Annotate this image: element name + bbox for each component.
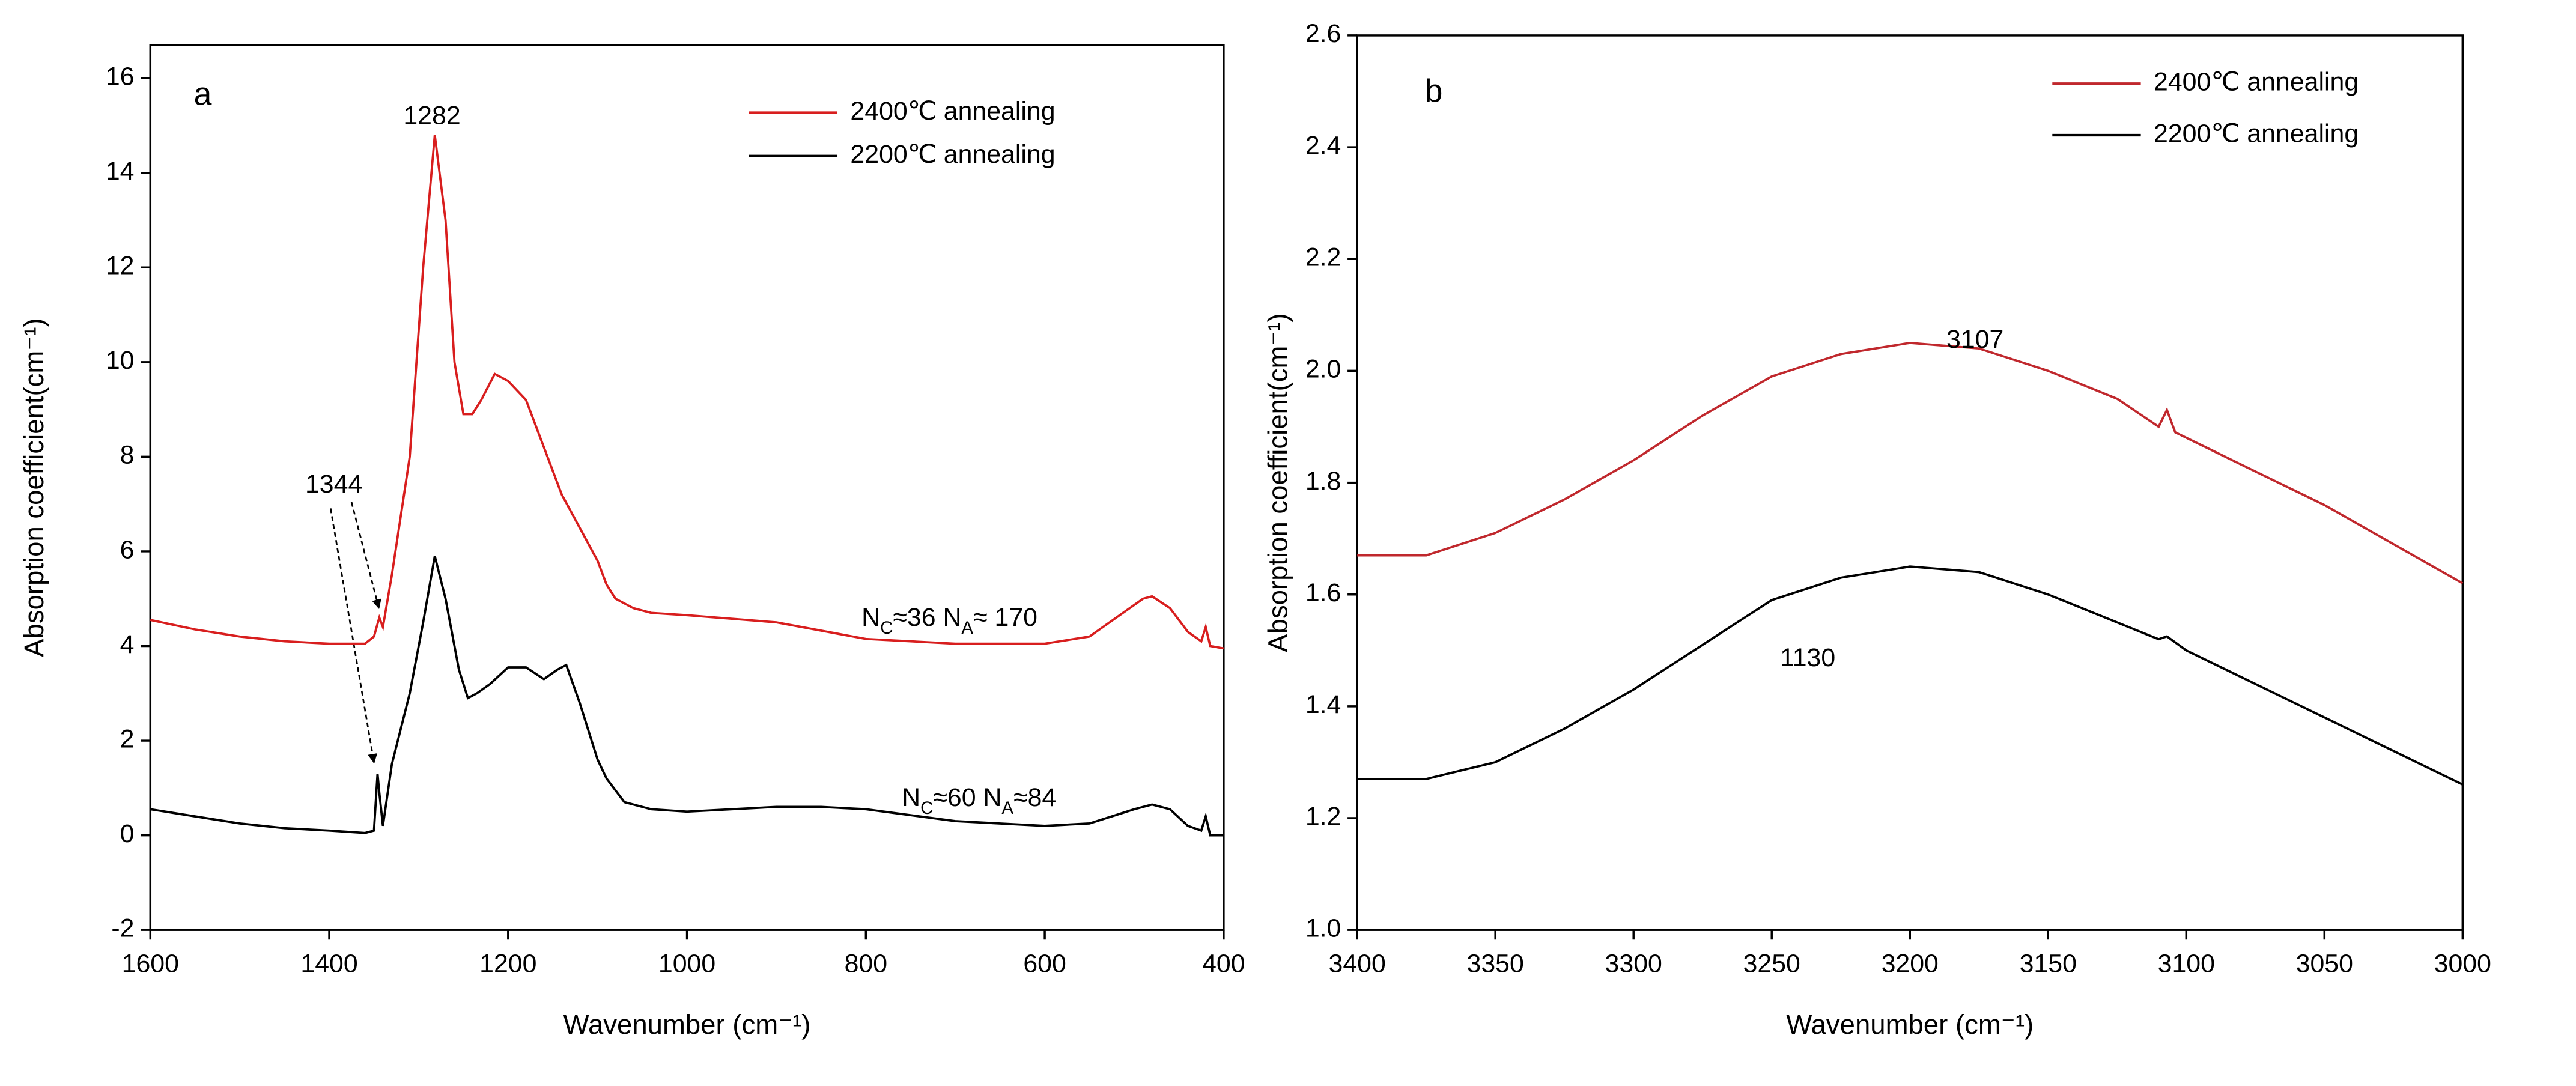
- y-tick-label: 6: [120, 535, 135, 564]
- y-tick-label: 0: [120, 819, 135, 848]
- y-tick-label: 1.0: [1305, 914, 1341, 942]
- y-axis-label: Absorption coefficient(cm⁻¹): [19, 318, 49, 657]
- arrow: [329, 508, 378, 764]
- plot-frame: [1356, 34, 2464, 931]
- x-tick-label: 1200: [479, 949, 536, 978]
- annotation: 1344: [305, 470, 362, 499]
- annotation: a: [194, 77, 212, 112]
- line-series: [1357, 565, 2464, 786]
- y-axis-label: Absorption coefficient(cm⁻¹): [1263, 313, 1293, 652]
- annotation-part: ≈60 N: [933, 784, 1001, 813]
- x-tick-label: 3000: [2434, 949, 2491, 978]
- annotation: 1282: [403, 102, 460, 130]
- x-tick-label: 600: [1023, 949, 1066, 978]
- x-tick-label: 3250: [1743, 949, 1800, 978]
- y-tick-label: 4: [120, 630, 135, 659]
- x-tick-label: 3300: [1605, 949, 1662, 978]
- annotation-part: a: [194, 77, 212, 112]
- x-tick-label: 3100: [2158, 949, 2215, 978]
- arrow: [350, 502, 381, 610]
- x-tick-label: 1400: [300, 949, 357, 978]
- x-tick-label: 3150: [2020, 949, 2077, 978]
- annotation: 3107: [1946, 325, 2003, 354]
- legend-label: 2200℃ annealing: [2154, 119, 2359, 148]
- annotation: NC≈36 NA≈ 170: [861, 604, 1037, 639]
- y-tick-label: 8: [120, 441, 135, 470]
- y-tick-label: 2.2: [1305, 243, 1341, 272]
- annotation-part: A: [1001, 799, 1013, 819]
- y-tick-label: 2: [120, 724, 135, 753]
- y-tick-label: -2: [111, 914, 134, 942]
- annotation-part: N: [902, 784, 920, 813]
- x-tick-label: 3050: [2296, 949, 2353, 978]
- annotation-part: ≈ 170: [973, 604, 1037, 632]
- annotation-part: 3107: [1946, 325, 2003, 354]
- annotation: 1130: [1780, 644, 1835, 673]
- legend-label: 2200℃ annealing: [850, 140, 1055, 169]
- y-tick-label: 16: [106, 62, 135, 91]
- x-axis-label: Wavenumber (cm⁻¹): [1786, 1009, 2034, 1040]
- y-tick-label: 1.2: [1305, 802, 1341, 831]
- x-tick-label: 1600: [122, 949, 179, 978]
- annotation-part: N: [861, 604, 880, 632]
- y-tick-label: 2.0: [1305, 355, 1341, 384]
- annotation-part: C: [920, 799, 933, 819]
- legend-label: 2400℃ annealing: [2154, 68, 2359, 97]
- line-series: [150, 556, 1224, 837]
- x-axis-label: Wavenumber (cm⁻¹): [564, 1009, 811, 1040]
- annotation-part: A: [961, 619, 973, 639]
- annotation: b: [1425, 74, 1443, 109]
- annotation-part: 1130: [1780, 644, 1835, 673]
- annotation-part: ≈36 N: [893, 604, 961, 632]
- x-tick-label: 3350: [1467, 949, 1524, 978]
- y-tick-label: 1.6: [1305, 578, 1341, 607]
- annotation-part: 1282: [403, 102, 460, 130]
- x-tick-label: 3200: [1882, 949, 1939, 978]
- x-tick-label: 400: [1202, 949, 1245, 978]
- annotation-part: C: [880, 619, 893, 639]
- annotation-part: ≈84: [1013, 784, 1056, 813]
- x-tick-label: 1000: [658, 949, 715, 978]
- annotation: NC≈60 NA≈84: [902, 784, 1056, 819]
- y-tick-label: 10: [106, 346, 135, 375]
- line-series: [1357, 341, 2464, 584]
- x-tick-label: 800: [845, 949, 887, 978]
- y-tick-label: 2.6: [1305, 19, 1341, 48]
- x-tick-label: 3400: [1329, 949, 1386, 978]
- line-series: [150, 135, 1224, 650]
- legend-label: 2400℃ annealing: [850, 97, 1055, 126]
- y-tick-label: 12: [106, 252, 135, 281]
- annotation-part: b: [1425, 74, 1443, 109]
- annotation-part: 1344: [305, 470, 362, 499]
- y-tick-label: 2.4: [1305, 131, 1341, 160]
- y-tick-label: 14: [106, 157, 135, 186]
- y-tick-label: 1.4: [1305, 690, 1341, 719]
- y-tick-label: 1.8: [1305, 467, 1341, 496]
